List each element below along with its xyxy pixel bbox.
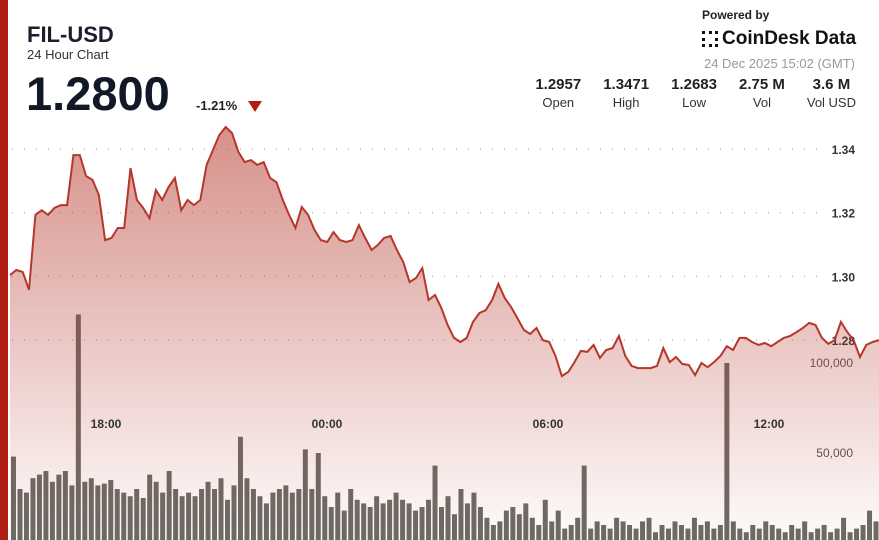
- price-change: -1.21%: [196, 98, 238, 113]
- down-arrow-icon: [248, 101, 262, 112]
- stat-low: 1.2683 Low: [660, 76, 728, 110]
- accent-bar: [0, 0, 8, 540]
- x-tick-label: 18:00: [91, 417, 122, 431]
- stat-label: Open: [542, 95, 575, 110]
- stat-label: Vol USD: [806, 95, 856, 110]
- powered-by: Powered by: [702, 8, 770, 22]
- brand-logo: CoinDesk Data: [702, 28, 856, 50]
- stat-value: 3.6 M: [812, 76, 851, 93]
- price-area: [10, 127, 879, 540]
- stat-value: 1.3471: [603, 76, 650, 93]
- y-tick-label: 1.30: [832, 270, 856, 284]
- brand-name: CoinDesk Data: [722, 28, 857, 49]
- x-tick-label: 06:00: [533, 417, 564, 431]
- y-tick-label: 1.34: [832, 143, 856, 157]
- timestamp: 24 Dec 2025 15:02 (GMT): [703, 56, 855, 71]
- chart-subtitle: 24 Hour Chart: [27, 47, 109, 62]
- stat-vol: 2.75 M Vol: [728, 76, 796, 110]
- stat-open: 1.2957 Open: [524, 76, 592, 110]
- stat-high: 1.3471 High: [592, 76, 660, 110]
- stat-value: 1.2683: [671, 76, 717, 93]
- symbol-title: FIL-USD: [27, 22, 114, 47]
- y-tick-label: 1.32: [832, 207, 856, 221]
- stat-label: Vol: [752, 95, 771, 110]
- stat-label: High: [612, 95, 640, 110]
- stat-vol-usd: 3.6 M Vol USD: [796, 76, 867, 110]
- price-line: [9, 125, 879, 378]
- x-tick-label: 00:00: [312, 417, 343, 431]
- stat-value: 2.75 M: [739, 76, 785, 93]
- current-price: 1.2800: [26, 67, 170, 120]
- x-tick-label: 12:00: [754, 417, 785, 431]
- stats-row: 1.2957 Open 1.3471 High 1.2683 Low 2.75 M Vo…: [524, 76, 867, 110]
- stat-label: Low: [682, 95, 706, 110]
- coindesk-logo-icon: [702, 31, 718, 47]
- stat-value: 1.2957: [535, 76, 582, 93]
